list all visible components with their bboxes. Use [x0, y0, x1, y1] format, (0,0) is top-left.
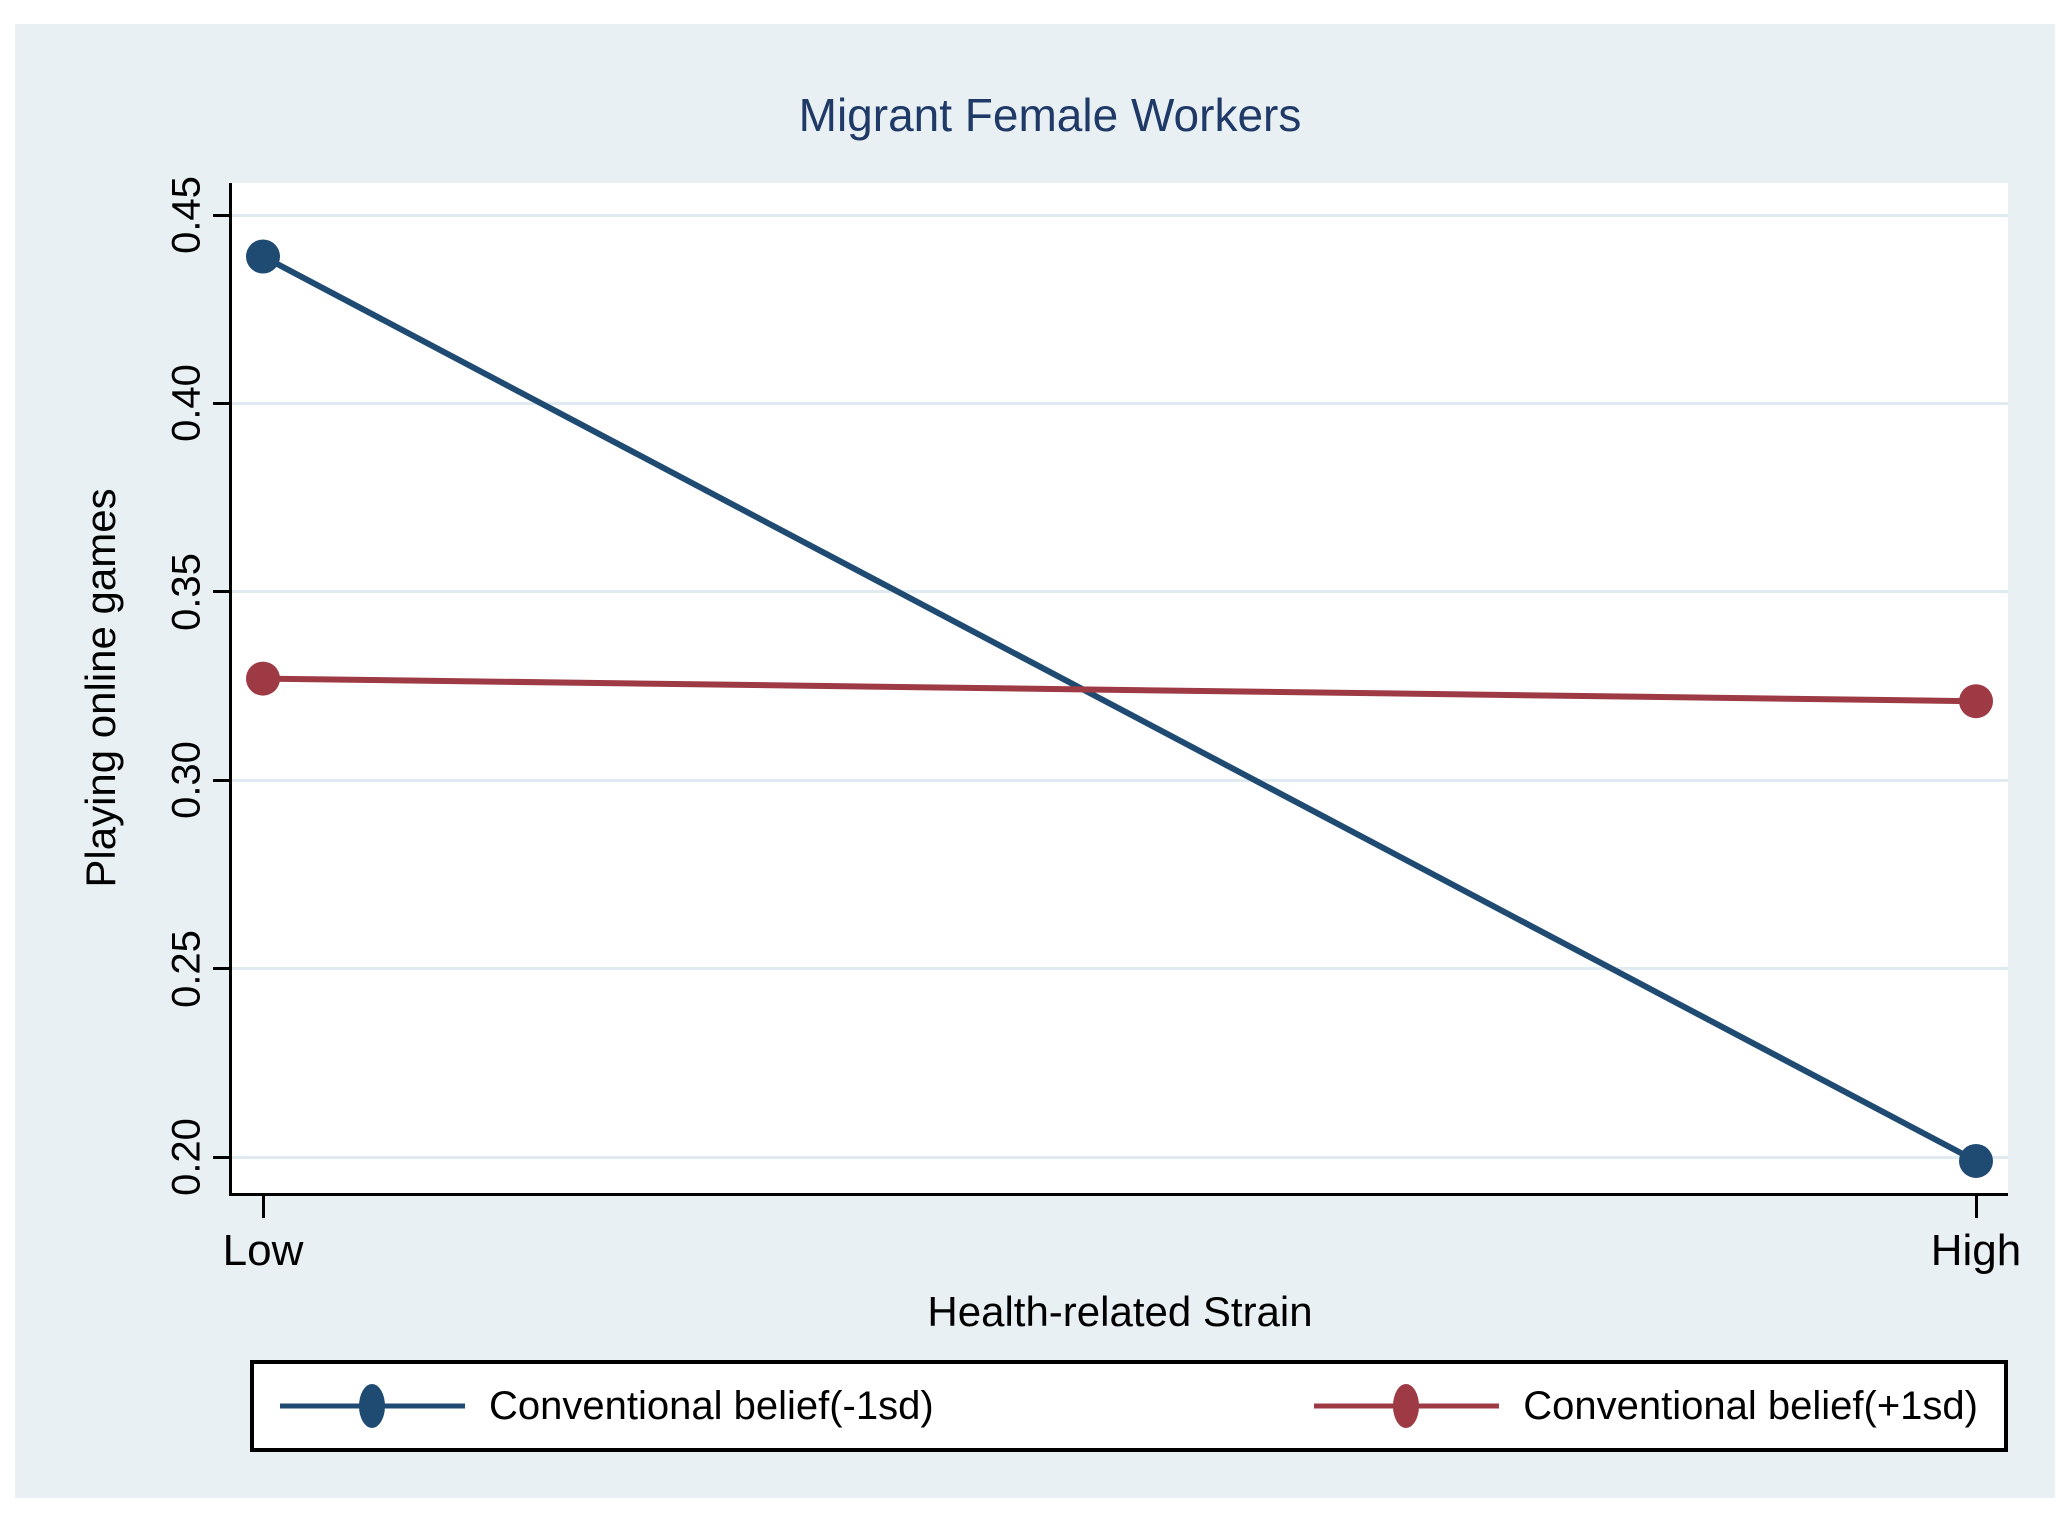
y-tick: [213, 778, 229, 782]
y-tick-label: 0.25: [164, 929, 209, 1008]
y-tick: [213, 967, 229, 971]
x-tick-label: High: [1930, 1226, 2022, 1275]
y-axis-line: [229, 183, 232, 1196]
x-axis-line: [229, 1193, 2008, 1196]
y-gridline: [232, 590, 2008, 594]
legend-label: Conventional belief(+1sd): [1523, 1383, 1978, 1428]
y-gridline: [232, 213, 2008, 217]
y-tick: [213, 1155, 229, 1159]
y-gridline: [232, 967, 2008, 971]
y-tick-label: 0.45: [164, 176, 209, 254]
y-gridline: [232, 1155, 2008, 1159]
legend-label: Conventional belief(-1sd): [489, 1383, 934, 1428]
x-tick: [261, 1196, 265, 1218]
y-tick-label: 0.35: [164, 552, 209, 631]
y-tick: [213, 213, 229, 217]
series-line: [262, 675, 1977, 705]
data-point-marker: [1959, 684, 1993, 719]
graph-canvas: Migrant Female Workers 0.20 0.25 0.30 0.35 0…: [15, 24, 2055, 1498]
chart-title: Migrant Female Workers: [798, 89, 1302, 141]
legend-swatch-line-marker-icon: [1314, 1384, 1500, 1428]
legend-item: Conventional belief(+1sd): [1314, 1378, 1978, 1434]
x-tick: [1974, 1196, 1978, 1218]
series-line: [261, 253, 1978, 1164]
y-gridline: [232, 778, 2008, 782]
data-point-marker: [246, 661, 280, 696]
y-tick: [213, 590, 229, 594]
y-gridline: [232, 401, 2008, 405]
y-tick-label: 0.30: [164, 741, 209, 820]
data-point-marker: [246, 239, 280, 274]
series-plot: [246, 239, 1993, 1178]
x-tick-label: Low: [222, 1226, 304, 1275]
y-axis-label: Playing online games: [77, 488, 124, 888]
plot-area: [232, 183, 2008, 1193]
legend-swatch-line-marker-icon: [280, 1384, 465, 1428]
legend-item: Conventional belief(-1sd): [280, 1378, 934, 1434]
y-tick: [213, 401, 229, 405]
legend: Conventional belief(-1sd) Conventional b…: [250, 1360, 2008, 1452]
y-tick-label: 0.20: [164, 1118, 209, 1197]
y-tick-label: 0.40: [164, 364, 209, 443]
x-axis-label: Health-related Strain: [927, 1288, 1313, 1335]
data-point-marker: [1959, 1143, 1993, 1178]
